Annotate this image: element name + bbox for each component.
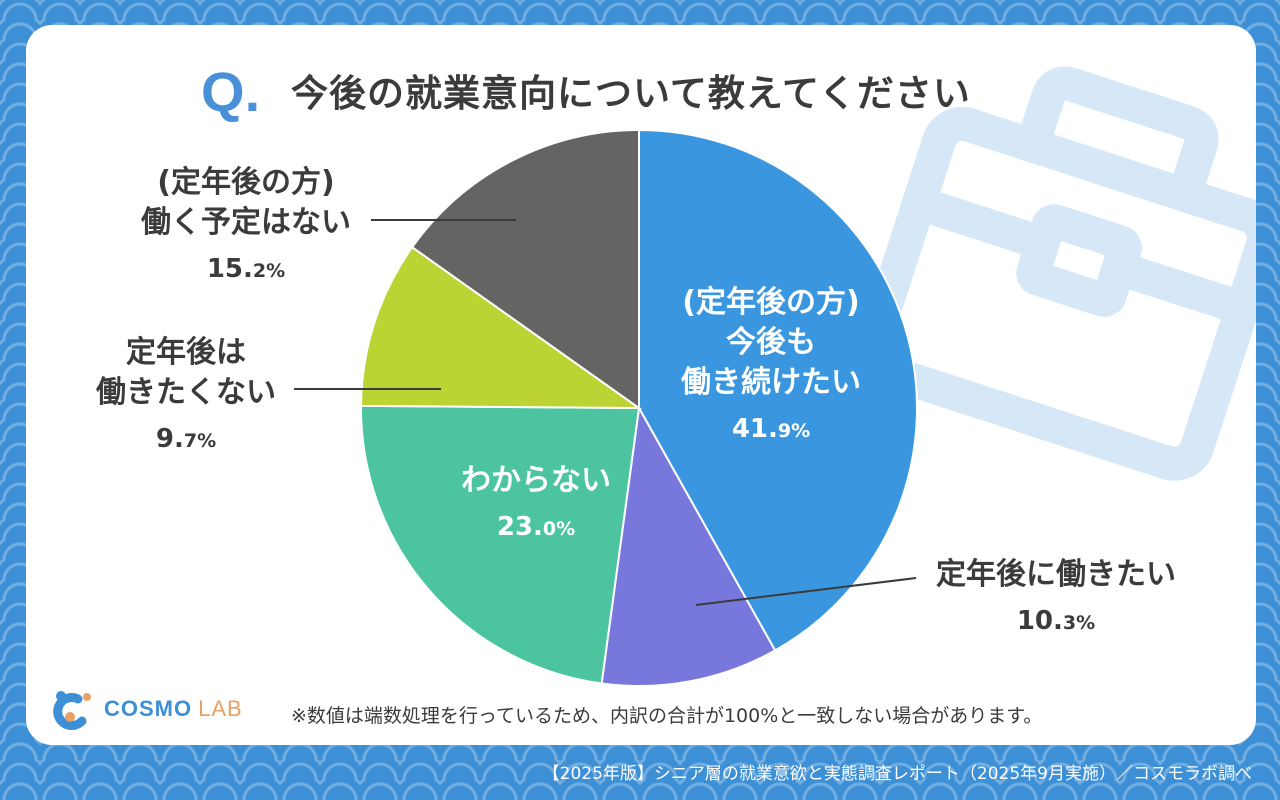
source-credit: 【2025年版】シニア層の就業意欲と実態調査レポート（2025年9月実施）／コス…: [542, 764, 1252, 784]
logo: COSMO LAB: [48, 687, 243, 731]
slice-value-1: 41.9%: [731, 414, 811, 444]
logo-name: COSMO: [104, 696, 193, 721]
pie-slice-5: [410, 128, 640, 410]
leader-line-2: [695, 577, 917, 606]
slice-label-1-line-1: (定年後の方): [682, 285, 860, 320]
slice-label-2-line-1: 定年後に働きたい: [936, 557, 1176, 592]
cosmo-lab-logo-icon: [53, 691, 91, 730]
slice-label-4-line-1: 定年後は: [126, 335, 246, 370]
slice-label-2: 定年後に働きたい 10.3%: [906, 555, 1206, 643]
slice-label-5-line-2: 働く予定はない: [141, 205, 351, 240]
briefcase-icon: [866, 66, 1256, 481]
slice-value-3: 23.0%: [496, 512, 576, 542]
slice-label-3-line-1: わからない: [461, 463, 611, 498]
footnote: ※数値は端数処理を行っているため、内訳の合計が100%と一致しない場合があります…: [291, 705, 1043, 727]
question-mark: Q.: [201, 60, 261, 123]
logo-suffix: LAB: [198, 696, 243, 721]
slice-value-2: 10.3%: [1016, 606, 1096, 636]
pie-slice-2: [600, 404, 777, 687]
slice-label-1-line-3: 働き続けたい: [681, 365, 861, 400]
slice-label-4: 定年後は働きたくない 9.7%: [66, 333, 306, 461]
pie-slice-1: [638, 128, 918, 652]
slice-label-1: (定年後の方) 今後も働き続けたい 41.9%: [651, 283, 891, 451]
slice-label-5-line-1: (定年後の方): [157, 165, 335, 200]
slice-value-4: 9.7%: [155, 424, 217, 454]
pie-slice-4: [360, 245, 643, 410]
slice-value-5: 15.2%: [206, 254, 286, 284]
slice-label-3: わからない 23.0%: [416, 461, 656, 549]
slice-label-1-line-2: 今後も: [726, 325, 816, 360]
chart-card: Q. 今後の就業意向について教えてください (定年後の方) 今後も働き続けたい 41…: [26, 25, 1256, 745]
pie-chart: [294, 128, 918, 687]
slice-label-4-line-2: 働きたくない: [96, 375, 276, 410]
pie-slice-3: [360, 404, 641, 685]
slice-label-5: (定年後の方) 働く予定はない 15.2%: [106, 163, 386, 291]
page-title: 今後の就業意向について教えてください: [291, 72, 971, 115]
